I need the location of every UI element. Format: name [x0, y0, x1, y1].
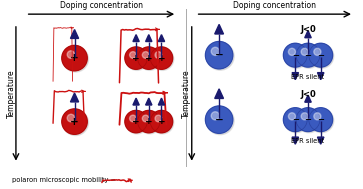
Circle shape	[310, 44, 334, 68]
Circle shape	[155, 52, 162, 58]
Text: Doping concentration: Doping concentration	[233, 1, 316, 10]
Text: −: −	[305, 115, 311, 124]
Polygon shape	[158, 98, 165, 105]
Circle shape	[150, 47, 173, 69]
Text: Temperature: Temperature	[182, 69, 191, 118]
Circle shape	[138, 48, 161, 70]
Circle shape	[142, 52, 149, 58]
Circle shape	[126, 48, 148, 70]
Circle shape	[288, 48, 295, 55]
Text: polaron microscopic mobility =: polaron microscopic mobility =	[12, 177, 116, 183]
Polygon shape	[215, 24, 224, 34]
Circle shape	[206, 107, 234, 135]
Circle shape	[314, 113, 321, 120]
Text: −: −	[215, 115, 224, 125]
Circle shape	[67, 114, 75, 122]
Text: +: +	[158, 117, 165, 126]
Circle shape	[205, 42, 233, 69]
Text: +: +	[158, 54, 165, 63]
Circle shape	[296, 43, 320, 67]
Circle shape	[206, 42, 234, 70]
Circle shape	[150, 110, 173, 133]
Circle shape	[301, 113, 308, 120]
Ellipse shape	[296, 111, 307, 128]
Text: J<0: J<0	[300, 90, 316, 99]
Ellipse shape	[296, 47, 307, 64]
Polygon shape	[305, 95, 311, 102]
Polygon shape	[292, 137, 298, 144]
Circle shape	[288, 113, 295, 120]
Text: −: −	[305, 51, 311, 60]
Circle shape	[155, 115, 162, 122]
Circle shape	[309, 108, 333, 132]
Text: −: −	[292, 115, 299, 124]
Polygon shape	[318, 137, 324, 144]
Circle shape	[310, 108, 334, 133]
Circle shape	[126, 111, 148, 134]
Circle shape	[130, 115, 136, 122]
Polygon shape	[158, 35, 165, 42]
Text: J<0: J<0	[300, 25, 316, 34]
Ellipse shape	[309, 47, 320, 64]
Circle shape	[125, 110, 147, 133]
Ellipse shape	[309, 111, 320, 128]
Polygon shape	[70, 93, 79, 102]
Circle shape	[130, 52, 136, 58]
Text: +: +	[132, 117, 140, 126]
Polygon shape	[146, 98, 152, 105]
Text: −: −	[317, 115, 324, 124]
Circle shape	[297, 44, 321, 68]
Polygon shape	[292, 73, 298, 80]
Circle shape	[297, 108, 321, 133]
Text: −: −	[317, 51, 324, 60]
Polygon shape	[146, 35, 152, 42]
Circle shape	[284, 44, 309, 68]
Text: +: +	[70, 117, 79, 127]
Circle shape	[296, 108, 320, 132]
Polygon shape	[133, 35, 139, 42]
Circle shape	[138, 110, 160, 133]
Circle shape	[62, 110, 89, 136]
Text: −: −	[292, 51, 299, 60]
Circle shape	[151, 111, 174, 134]
Circle shape	[284, 108, 307, 132]
Circle shape	[309, 43, 333, 67]
Circle shape	[211, 47, 219, 55]
Polygon shape	[305, 31, 311, 38]
Circle shape	[205, 106, 233, 133]
Circle shape	[125, 47, 147, 69]
Polygon shape	[318, 73, 324, 80]
Circle shape	[314, 48, 321, 55]
Text: +: +	[145, 54, 152, 63]
Circle shape	[284, 43, 307, 67]
Circle shape	[62, 109, 87, 134]
Circle shape	[138, 47, 160, 69]
Circle shape	[151, 48, 174, 70]
Circle shape	[62, 45, 87, 71]
Polygon shape	[133, 98, 139, 105]
Circle shape	[301, 48, 308, 55]
Polygon shape	[70, 29, 79, 38]
Polygon shape	[215, 89, 224, 98]
Circle shape	[67, 51, 75, 58]
Circle shape	[62, 46, 89, 72]
Text: Doping concentration: Doping concentration	[60, 1, 143, 10]
Circle shape	[138, 111, 161, 134]
Circle shape	[211, 112, 219, 120]
Text: +: +	[70, 53, 79, 63]
Circle shape	[142, 115, 149, 122]
Text: +: +	[132, 54, 140, 63]
Text: EPR silent: EPR silent	[291, 74, 325, 80]
Text: +: +	[145, 117, 152, 126]
Text: Temperature: Temperature	[7, 69, 16, 118]
Circle shape	[284, 108, 309, 133]
Text: EPR silent: EPR silent	[291, 138, 325, 144]
Text: −: −	[215, 50, 224, 60]
